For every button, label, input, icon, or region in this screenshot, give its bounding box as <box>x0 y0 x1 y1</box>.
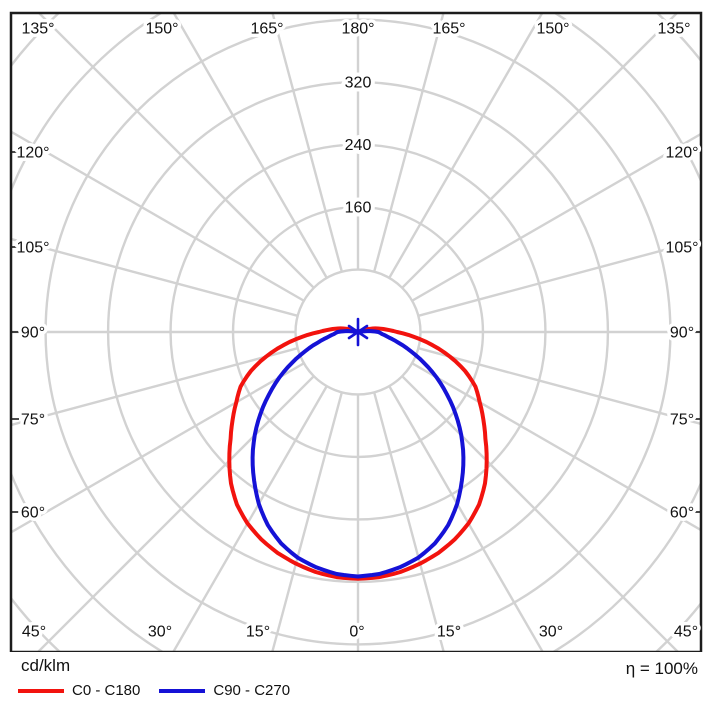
units-label: cd/klm <box>21 656 71 675</box>
angle-label: 150° <box>145 21 178 38</box>
grid-spoke <box>271 392 343 651</box>
grid-spoke <box>12 362 305 534</box>
angle-label: 105° <box>16 240 49 257</box>
polar-chart: 135° 150° 165° 180° 165° 150° 135° 120° 105° 90° 7… <box>9 11 703 652</box>
angle-label: 180° <box>341 21 374 38</box>
polar-grid <box>12 14 700 651</box>
grid-spoke <box>373 392 445 651</box>
angle-label: 15° <box>246 624 270 641</box>
angle-label: 75° <box>21 412 45 429</box>
angle-label: 60° <box>21 505 45 522</box>
legend-swatch-c90-c270 <box>159 688 206 693</box>
grid-spoke <box>388 385 544 651</box>
angle-label: 120° <box>665 145 698 162</box>
legend-item-c90-c270: C90 - C270 <box>159 682 290 699</box>
angle-label: 45° <box>22 624 46 641</box>
angle-label: 90° <box>670 325 694 342</box>
radial-tick-label: 240 <box>345 137 372 154</box>
grid-spoke <box>173 14 328 279</box>
grid-spoke <box>12 130 305 302</box>
angle-label: 105° <box>665 240 698 257</box>
grid-spoke <box>373 14 445 272</box>
angle-label: 165° <box>250 21 283 38</box>
angle-label: 135° <box>21 21 54 38</box>
angle-label: 15° <box>437 624 461 641</box>
legend-swatch-c0-c180 <box>18 688 64 693</box>
radial-tick-label: 160 <box>345 200 372 217</box>
curve-c90-c270 <box>250 329 466 579</box>
legend-label-c0-c180: C0 - C180 <box>72 682 141 699</box>
angle-label: 135° <box>657 21 690 38</box>
grid-spoke <box>411 362 700 531</box>
grid-spoke <box>38 14 315 289</box>
angle-label: 45° <box>674 624 698 641</box>
angle-label: 30° <box>148 624 172 641</box>
angle-label: 60° <box>670 505 694 522</box>
grid-spoke <box>401 14 678 289</box>
grid-spoke <box>411 133 700 302</box>
grid-spoke <box>12 347 298 426</box>
angle-label: 150° <box>536 21 569 38</box>
radial-tick-label: 320 <box>345 75 372 92</box>
angle-label: 90° <box>21 325 45 342</box>
angle-label: 75° <box>670 412 694 429</box>
grid-spoke <box>37 375 315 651</box>
grid-spoke <box>388 14 543 279</box>
efficiency-label: η = 100% <box>625 659 698 678</box>
grid-spoke <box>418 239 700 317</box>
grid-spoke <box>418 347 700 425</box>
grid-spoke <box>401 375 679 651</box>
grid-spoke <box>12 238 298 317</box>
angle-label: 120° <box>16 145 49 162</box>
angle-label: 0° <box>349 624 364 641</box>
legend: C0 - C180 C90 - C270 <box>18 682 290 699</box>
angle-label: 30° <box>539 624 563 641</box>
angle-label: 165° <box>432 21 465 38</box>
curve-c0-c180 <box>227 326 489 581</box>
legend-item-c0-c180: C0 - C180 <box>18 682 140 699</box>
legend-label-c90-c270: C90 - C270 <box>213 682 291 699</box>
center-marker-asterisk <box>347 317 369 347</box>
grid-spoke <box>271 14 343 272</box>
grid-spoke <box>172 385 328 651</box>
